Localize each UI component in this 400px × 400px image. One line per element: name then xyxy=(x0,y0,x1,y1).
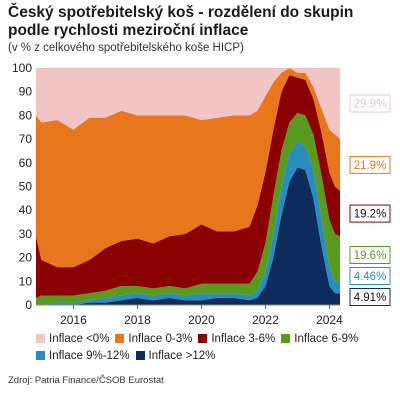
x-tick-label: 2024 xyxy=(316,313,343,327)
legend-swatch xyxy=(115,334,125,343)
y-tick-label: 30 xyxy=(19,227,33,241)
end-label-box-inflace-0 xyxy=(349,94,391,113)
end-label-box-inflace-9-12 xyxy=(349,267,391,285)
legend-label: Inflace 3-6% xyxy=(211,332,276,345)
y-tick-label: 10 xyxy=(19,274,33,288)
y-tick-label: 50 xyxy=(19,180,33,194)
series-area-inflace-3-6 xyxy=(36,75,340,298)
end-label-inflace-12: 4.91% xyxy=(354,292,387,304)
legend-swatch xyxy=(36,334,45,343)
y-tick-label: 100 xyxy=(12,61,32,75)
y-tick-label: 90 xyxy=(19,85,33,99)
end-label-inflace-0-3: 21.9% xyxy=(354,160,387,172)
legend-swatch xyxy=(36,351,45,360)
legend-swatch xyxy=(281,334,291,343)
legend-item-inflace-0: Inflace <0% xyxy=(36,330,109,347)
series-area-inflace-12 xyxy=(36,167,340,305)
end-label-inflace-6-9: 19.6% xyxy=(354,250,387,262)
x-tick-label: 2020 xyxy=(188,313,215,327)
series-area-inflace-0-3 xyxy=(36,68,340,268)
y-tick-label: 60 xyxy=(19,156,33,170)
y-tick-label: 40 xyxy=(19,203,33,217)
end-label-inflace-9-12: 4.46% xyxy=(354,271,387,283)
legend-label: Inflace 9%-12% xyxy=(49,349,130,362)
x-tick-label: 2022 xyxy=(252,313,279,327)
y-tick-label: 20 xyxy=(19,251,33,265)
legend-swatch xyxy=(135,351,145,360)
end-label-inflace-0: 29.9% xyxy=(354,99,387,111)
end-label-inflace-3-6: 19.2% xyxy=(354,209,387,221)
legend-item-inflace-9-12: Inflace 9%-12% xyxy=(36,347,130,364)
x-tick-label: 2018 xyxy=(124,313,151,327)
legend-item-inflace-0-3: Inflace 0-3% xyxy=(115,330,192,347)
legend: Inflace <0% Inflace 0-3% Inflace 3-6% Infla… xyxy=(36,330,366,364)
legend-label: Inflace <0% xyxy=(49,332,110,345)
series-area-inflace-6-9 xyxy=(36,113,340,305)
chart-title: Český spotřebitelský koš - rozdělení do … xyxy=(8,4,354,39)
legend-label: Inflace 6-9% xyxy=(294,332,359,345)
end-label-box-inflace-3-6 xyxy=(349,204,391,223)
chart-subtitle: (v % z celkového spotřebitelského koše H… xyxy=(8,42,244,54)
x-tick-label: 2016 xyxy=(60,313,87,327)
source-note: Zdroj: Patria Finance/ČSOB Eurostat xyxy=(8,375,164,386)
y-tick-label: 80 xyxy=(19,108,33,122)
end-label-box-inflace-12 xyxy=(349,288,391,306)
y-tick-label: 0 xyxy=(25,298,32,312)
stacked-area-chart: 0 10 20 30 40 50 60 70 80 90 100 2016 2018 2020 2022 20… xyxy=(12,61,391,327)
series-area-inflace-0 xyxy=(36,68,340,139)
legend-label: Inflace 0-3% xyxy=(128,332,193,345)
y-tick-label: 70 xyxy=(19,132,33,146)
legend-item-inflace-6-9: Inflace 6-9% xyxy=(281,330,358,347)
legend-swatch xyxy=(198,334,208,343)
legend-item-inflace-12: Inflace >12% xyxy=(135,347,216,364)
series-area-inflace-9-12 xyxy=(36,141,340,305)
legend-item-inflace-3-6: Inflace 3-6% xyxy=(198,330,275,347)
end-label-box-inflace-0-3 xyxy=(349,155,391,174)
legend-label: Inflace >12% xyxy=(148,349,216,362)
end-label-box-inflace-6-9 xyxy=(349,246,391,264)
